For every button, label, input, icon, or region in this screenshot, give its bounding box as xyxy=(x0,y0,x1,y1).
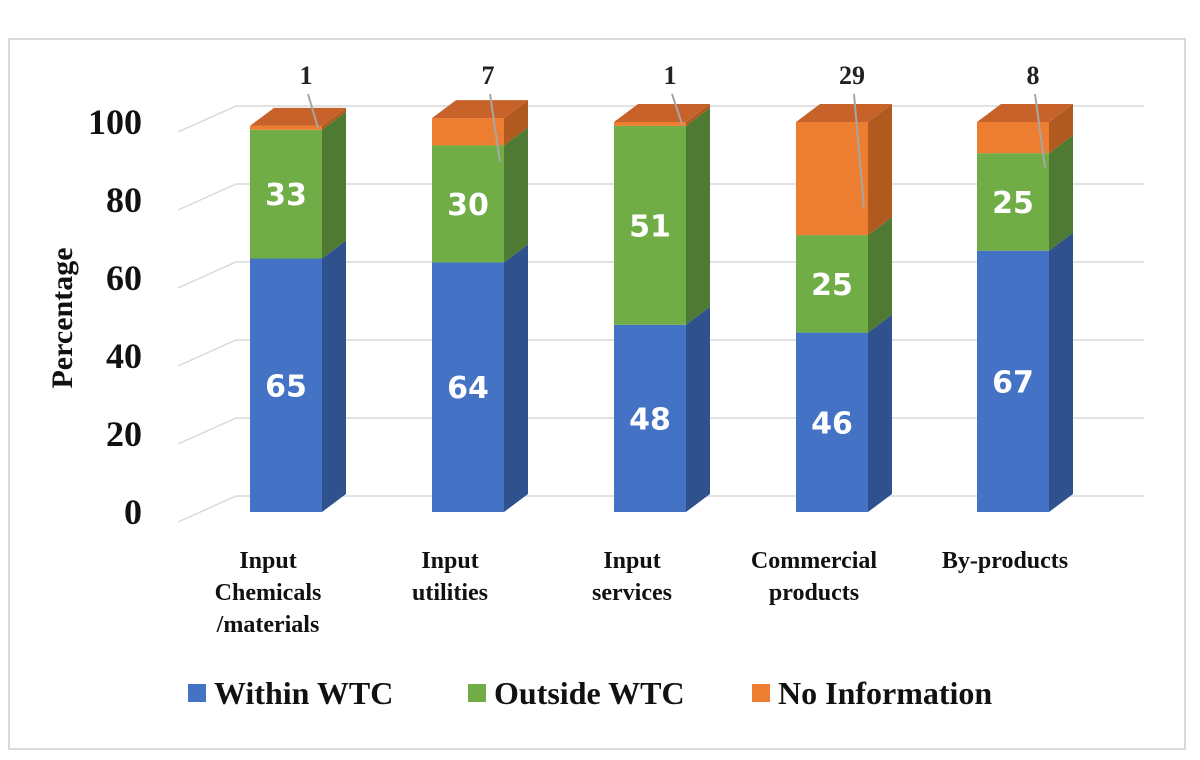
data-label: 64 xyxy=(447,371,489,406)
x-category-label: Commercial xyxy=(751,548,878,574)
bar-side xyxy=(868,104,892,236)
legend-label: Within WTC xyxy=(214,675,393,711)
bar-top xyxy=(977,104,1073,122)
bar-segment xyxy=(796,122,868,236)
bar-segment xyxy=(614,122,686,126)
data-label: 29 xyxy=(839,61,865,90)
data-label: 67 xyxy=(992,365,1034,400)
bar-segment xyxy=(432,145,504,263)
x-category-label: products xyxy=(769,580,859,606)
data-label: 1 xyxy=(300,61,313,90)
legend-label: No Information xyxy=(778,675,992,711)
bars: 65 33 1 64 30 7 48 51 1 46 25 29 67 25 8 xyxy=(250,61,1073,512)
y-tick-label: 40 xyxy=(106,336,142,376)
bar-segment xyxy=(250,129,322,259)
legend-label: Outside WTC xyxy=(494,675,685,711)
bar-segment xyxy=(432,262,504,512)
bar-stack: 65 33 1 xyxy=(250,61,346,512)
callout-leader xyxy=(307,93,319,129)
x-category-label: Input xyxy=(239,548,296,574)
bar-segment xyxy=(977,122,1049,154)
legend-swatch xyxy=(468,684,486,702)
bar-stack: 64 30 7 xyxy=(432,61,528,512)
bar-side xyxy=(686,107,710,325)
bar-segment xyxy=(796,332,868,512)
data-label: 25 xyxy=(992,186,1034,221)
data-label: 30 xyxy=(447,188,489,223)
y-tick-label: 100 xyxy=(88,102,142,142)
data-label: 51 xyxy=(629,209,671,244)
callout-leader xyxy=(671,93,683,125)
bar-side xyxy=(504,244,528,512)
bar-top xyxy=(432,100,528,119)
bar-side xyxy=(868,314,892,512)
x-category-label: Input xyxy=(603,548,660,574)
x-category-label: utilities xyxy=(412,580,488,606)
bar-side xyxy=(504,127,528,263)
x-category-label: Chemicals xyxy=(215,580,322,606)
y-tick-label: 20 xyxy=(106,414,142,454)
bar-side xyxy=(322,240,346,512)
bar-segment xyxy=(977,153,1049,251)
y-axis-ticks: 0 20 40 60 80 100 xyxy=(88,102,142,532)
bar-top xyxy=(614,104,710,122)
bar-side xyxy=(322,111,346,259)
bar-stack: 67 25 8 xyxy=(977,61,1073,512)
x-axis-categories: Input Chemicals/materials Input utilities In… xyxy=(215,548,1068,638)
data-label: 48 xyxy=(629,402,671,437)
data-label: 8 xyxy=(1027,61,1040,90)
bar-side xyxy=(1049,232,1073,512)
bar-segment xyxy=(432,118,504,146)
y-tick-label: 60 xyxy=(106,258,142,298)
y-tick-label: 0 xyxy=(124,492,142,532)
bar-segment xyxy=(614,125,686,325)
bar-side xyxy=(322,107,346,130)
bar-segment xyxy=(250,258,322,512)
bar-segment xyxy=(614,324,686,512)
legend-swatch xyxy=(188,684,206,702)
bar-side xyxy=(868,217,892,333)
y-tick-label: 80 xyxy=(106,180,142,220)
bar-side xyxy=(686,104,710,126)
bar-side xyxy=(1049,135,1073,251)
callout-leader xyxy=(1034,93,1046,168)
bar-top xyxy=(250,107,346,126)
x-category-label: Input xyxy=(421,548,478,574)
callout-leader xyxy=(853,93,865,209)
data-label: 1 xyxy=(664,61,677,90)
bar-top xyxy=(796,104,892,122)
bar-side xyxy=(686,306,710,512)
legend-swatch xyxy=(752,684,770,702)
bar-side xyxy=(504,100,528,146)
bar-segment xyxy=(977,250,1049,512)
callout-leader xyxy=(489,93,501,162)
bar-stack: 48 51 1 xyxy=(614,61,710,512)
x-category-label: services xyxy=(592,580,672,606)
data-label: 65 xyxy=(265,369,307,404)
legend: Within WTC Outside WTC No Information xyxy=(188,675,992,711)
bar-stack: 46 25 29 xyxy=(796,61,892,512)
y-axis-title: Percentage xyxy=(46,247,79,388)
data-label: 33 xyxy=(265,178,307,213)
bar-side xyxy=(1049,104,1073,154)
x-category-label: By-products xyxy=(942,548,1068,574)
data-label: 46 xyxy=(811,406,853,441)
x-category-label: /materials xyxy=(216,612,320,638)
data-label: 7 xyxy=(482,61,495,90)
data-label: 25 xyxy=(811,268,853,303)
bar-segment xyxy=(796,235,868,333)
bar-segment xyxy=(250,125,322,130)
